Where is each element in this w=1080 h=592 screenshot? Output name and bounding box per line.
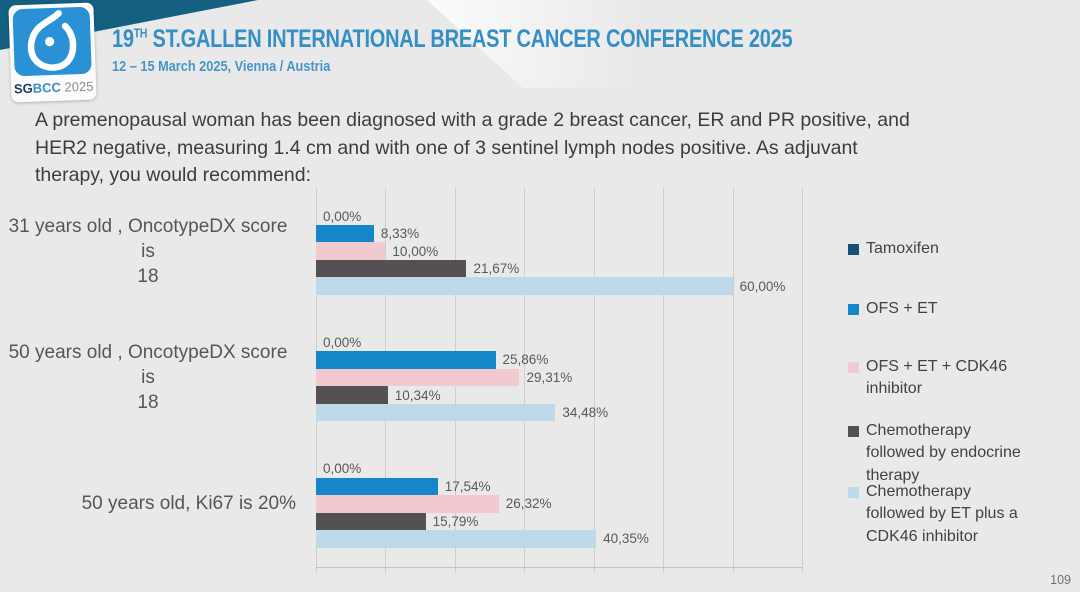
- bar-value-label: 0,00%: [323, 208, 362, 224]
- chart-legend: Tamoxifen OFS + ET OFS + ET + CDK46 inhibi…: [848, 0, 1070, 592]
- legend-label: OFS + ET + CDK46 inhibitor: [866, 358, 1008, 398]
- bar: [316, 224, 374, 243]
- bar: [316, 512, 426, 531]
- bar: [316, 242, 386, 260]
- bar-value-label: 0,00%: [323, 334, 362, 350]
- conference-subtitle: 12 – 15 March 2025, Vienna / Austria: [112, 58, 331, 75]
- bar-value-label: 21,67%: [473, 261, 520, 277]
- legend-item: OFS + ET: [848, 298, 938, 320]
- legend-swatch: [848, 362, 859, 373]
- breast-logo-icon: [12, 6, 92, 77]
- gridline: [802, 188, 803, 573]
- legend-item: Tamoxifen: [848, 238, 939, 260]
- legend-item: Chemotherapy followed by ET plus a CDK46…: [848, 481, 1018, 548]
- category-label: 50 years old, Ki67 is 20%: [81, 493, 296, 515]
- bar: [316, 386, 388, 404]
- bar-value-label: 60,00%: [739, 278, 786, 294]
- category-slot: 50 years old, Ki67 is 20%: [0, 441, 308, 567]
- category-slot: 50 years old , OncotypeDX score is 18: [0, 314, 308, 440]
- bar-value-label: 25,86%: [502, 352, 549, 368]
- legend-swatch: [848, 426, 859, 437]
- x-axis-line: [316, 567, 802, 568]
- page-number: 109: [1050, 573, 1071, 587]
- category-slot: 31 years old , OncotypeDX score is 18: [0, 188, 308, 314]
- legend-label: OFS + ET: [866, 300, 938, 317]
- logo-year-text: 2025: [60, 78, 94, 95]
- bar-value-label: 0,00%: [323, 461, 362, 477]
- gridline: [663, 188, 665, 573]
- title-text: ST.GALLEN INTERNATIONAL BREAST CANCER CO…: [147, 25, 793, 53]
- logo-wordmark: SGBCC 2025: [11, 79, 96, 97]
- title-ordinal: TH: [133, 25, 148, 41]
- bar-value-label: 10,00%: [392, 243, 439, 259]
- bar: [316, 495, 499, 513]
- title-number: 19: [112, 25, 134, 53]
- gridline: [593, 188, 595, 573]
- bar: [316, 477, 438, 496]
- category-label: 50 years old , OncotypeDX score is 18: [8, 341, 288, 413]
- bar: [316, 368, 520, 387]
- legend-swatch: [848, 487, 859, 498]
- bar-value-label: 29,31%: [526, 370, 573, 385]
- bar-value-label: 34,48%: [562, 405, 609, 421]
- conference-title: 19TH ST.GALLEN INTERNATIONAL BREAST CANC…: [112, 25, 793, 54]
- logo-bcc-text: BCC: [32, 79, 62, 96]
- legend-swatch: [848, 304, 859, 315]
- bar-value-label: 10,34%: [394, 387, 441, 403]
- legend-item: Chemotherapy followed by endocrine thera…: [848, 420, 1021, 487]
- bar-value-label: 26,32%: [505, 496, 552, 512]
- logo-sg-text: SG: [13, 80, 34, 97]
- bar-value-label: 40,35%: [603, 531, 649, 547]
- gridline: [524, 188, 526, 573]
- legend-item: OFS + ET + CDK46 inhibitor: [848, 356, 1007, 401]
- gridline: [732, 188, 734, 573]
- bar-value-label: 17,54%: [444, 478, 491, 494]
- bar: [316, 530, 597, 548]
- legend-label: Chemotherapy followed by endocrine thera…: [866, 422, 1021, 484]
- chart-category-axis: 31 years old , OncotypeDX score is 18 50 …: [0, 188, 308, 567]
- bar: [316, 277, 733, 296]
- bar: [316, 259, 467, 278]
- legend-label: Tamoxifen: [866, 240, 939, 257]
- sgbcc-logo: SGBCC 2025: [8, 2, 97, 103]
- category-label: 31 years old , OncotypeDX score is 18: [8, 215, 288, 287]
- question-text: A premenopausal woman has been diagnosed…: [35, 109, 910, 186]
- bar: [316, 351, 496, 369]
- bar: [316, 403, 556, 422]
- bar-chart-plot-area: 0,00% 8,33% 10,00% 21,67% 60,00% 0,00% 25,86% 2…: [316, 188, 803, 573]
- bar-value-label: 15,79%: [432, 513, 479, 529]
- header-title-block: 19TH ST.GALLEN INTERNATIONAL BREAST CANC…: [112, 25, 963, 75]
- legend-swatch: [848, 244, 859, 255]
- legend-label: Chemotherapy followed by ET plus a CDK46…: [866, 483, 1018, 545]
- bar-value-label: 8,33%: [380, 226, 420, 242]
